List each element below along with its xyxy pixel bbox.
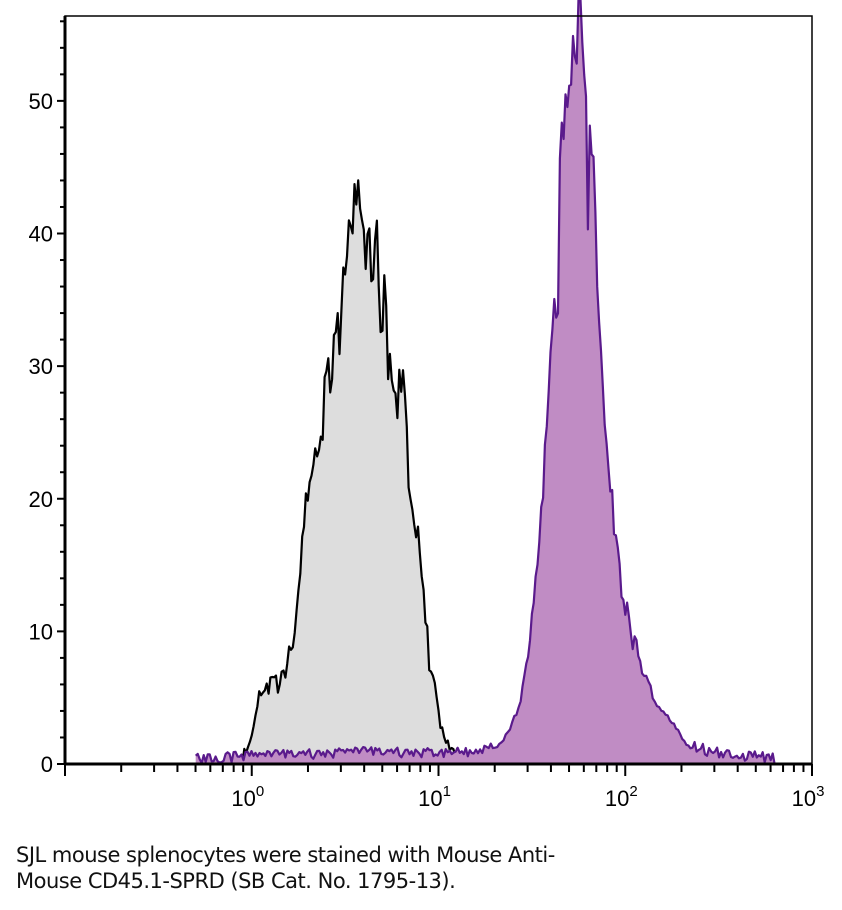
figure-caption: SJL mouse splenocytes were stained with … (16, 842, 555, 894)
caption-line-2: Mouse CD45.1-SPRD (SB Cat. No. 1795-13). (16, 869, 456, 893)
y-tick-label: 20 (29, 487, 53, 512)
x-tick-exponent: 0 (256, 783, 264, 800)
x-tick-base: 10 (605, 786, 629, 811)
series-line-1 (194, 0, 776, 765)
x-tick-label: 102 (605, 783, 638, 811)
x-tick-label: 100 (231, 783, 264, 811)
y-tick-label: 50 (29, 89, 53, 114)
x-tick-exponent: 1 (443, 783, 451, 800)
caption-line-1: SJL mouse splenocytes were stained with … (16, 843, 555, 867)
x-tick-label: 101 (418, 783, 451, 811)
series-line-0 (241, 179, 468, 765)
y-tick-label: 0 (41, 752, 53, 777)
x-tick-base: 10 (792, 786, 816, 811)
series-fill-1 (195, 0, 775, 764)
series-fill-0 (242, 180, 467, 764)
y-tick-label: 40 (29, 222, 53, 247)
y-tick-label: 30 (29, 354, 53, 379)
x-tick-exponent: 3 (816, 783, 824, 800)
x-tick-exponent: 2 (629, 783, 637, 800)
plot-frame (64, 15, 813, 765)
x-tick-label: 103 (792, 783, 825, 811)
x-tick-base: 10 (231, 786, 255, 811)
x-tick-base: 10 (418, 786, 442, 811)
y-tick-label: 10 (29, 619, 53, 644)
